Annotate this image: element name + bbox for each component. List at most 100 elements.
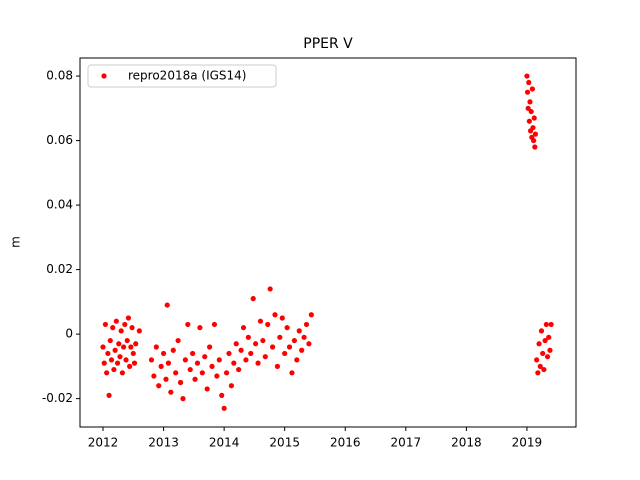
point [207, 344, 213, 350]
y-tick-label: 0.06 [46, 133, 73, 147]
point [524, 73, 530, 79]
point [296, 328, 302, 334]
point [128, 344, 134, 350]
point [529, 86, 535, 92]
point [537, 363, 543, 369]
point [279, 315, 285, 321]
y-tick-label: 0.08 [46, 69, 73, 83]
point [185, 321, 191, 328]
plot-frame [79, 57, 577, 428]
point [102, 321, 109, 328]
point [136, 328, 142, 334]
point [226, 350, 232, 357]
x-tick-label: 2015 [269, 436, 300, 450]
point [301, 334, 307, 340]
point [531, 137, 537, 144]
point [177, 379, 184, 386]
x-tick-label: 2019 [512, 436, 543, 450]
point [231, 360, 237, 366]
point [236, 366, 242, 373]
point [223, 370, 230, 376]
point [131, 360, 138, 366]
point [243, 357, 249, 363]
point [526, 79, 532, 86]
point [180, 396, 186, 402]
point [105, 350, 111, 357]
point [248, 350, 254, 357]
point [192, 376, 198, 382]
point [269, 344, 276, 350]
point [257, 318, 264, 324]
point [199, 370, 205, 376]
point [534, 357, 540, 363]
point [125, 315, 132, 321]
point [277, 334, 283, 340]
point [117, 354, 123, 360]
point [209, 363, 215, 369]
point [543, 321, 549, 328]
point [114, 360, 121, 366]
point [548, 321, 554, 328]
point [289, 370, 295, 376]
point [101, 360, 107, 366]
point [151, 373, 157, 379]
point [116, 341, 122, 347]
point [104, 370, 110, 376]
point [163, 376, 169, 382]
point [121, 344, 127, 350]
point [286, 344, 293, 350]
point [245, 334, 251, 340]
x-tick-label: 2013 [148, 436, 179, 450]
point [542, 337, 548, 344]
point [535, 370, 541, 376]
point [100, 344, 106, 350]
point [540, 350, 546, 357]
legend-label: repro2018a (IGS14) [128, 69, 246, 83]
point [182, 357, 188, 363]
point [187, 366, 193, 373]
x-tick-label: 2016 [330, 436, 361, 450]
point [219, 392, 225, 398]
point [267, 286, 273, 292]
point [175, 337, 181, 344]
point [308, 312, 314, 318]
point [253, 341, 259, 347]
point [197, 325, 203, 331]
point [156, 383, 162, 389]
point [524, 89, 531, 95]
point [158, 363, 164, 369]
point [531, 115, 537, 121]
point [148, 357, 155, 363]
point [260, 337, 266, 344]
point [240, 325, 247, 331]
y-axis-label: m [9, 236, 23, 248]
point [118, 328, 124, 334]
point [228, 383, 235, 389]
point [113, 318, 119, 324]
point [107, 337, 113, 344]
point [546, 334, 552, 340]
point [108, 357, 115, 363]
point [164, 302, 170, 308]
point [211, 321, 218, 328]
point [204, 386, 210, 392]
point [165, 360, 172, 366]
point [265, 321, 271, 328]
point [216, 357, 222, 363]
point [303, 321, 310, 328]
point [541, 366, 547, 373]
point [282, 350, 288, 357]
point [233, 341, 239, 347]
chart-title: PPER V [303, 36, 353, 52]
point [153, 344, 159, 350]
point [130, 350, 136, 357]
point [262, 354, 268, 360]
point [532, 131, 539, 137]
point [129, 325, 135, 331]
x-tick-label: 2018 [451, 436, 482, 450]
y-tick-label: 0.04 [46, 198, 73, 212]
point [528, 108, 534, 115]
x-tick-label: 2014 [209, 436, 240, 450]
y-tick-label: -0.02 [42, 391, 73, 405]
legend-marker [101, 73, 107, 79]
